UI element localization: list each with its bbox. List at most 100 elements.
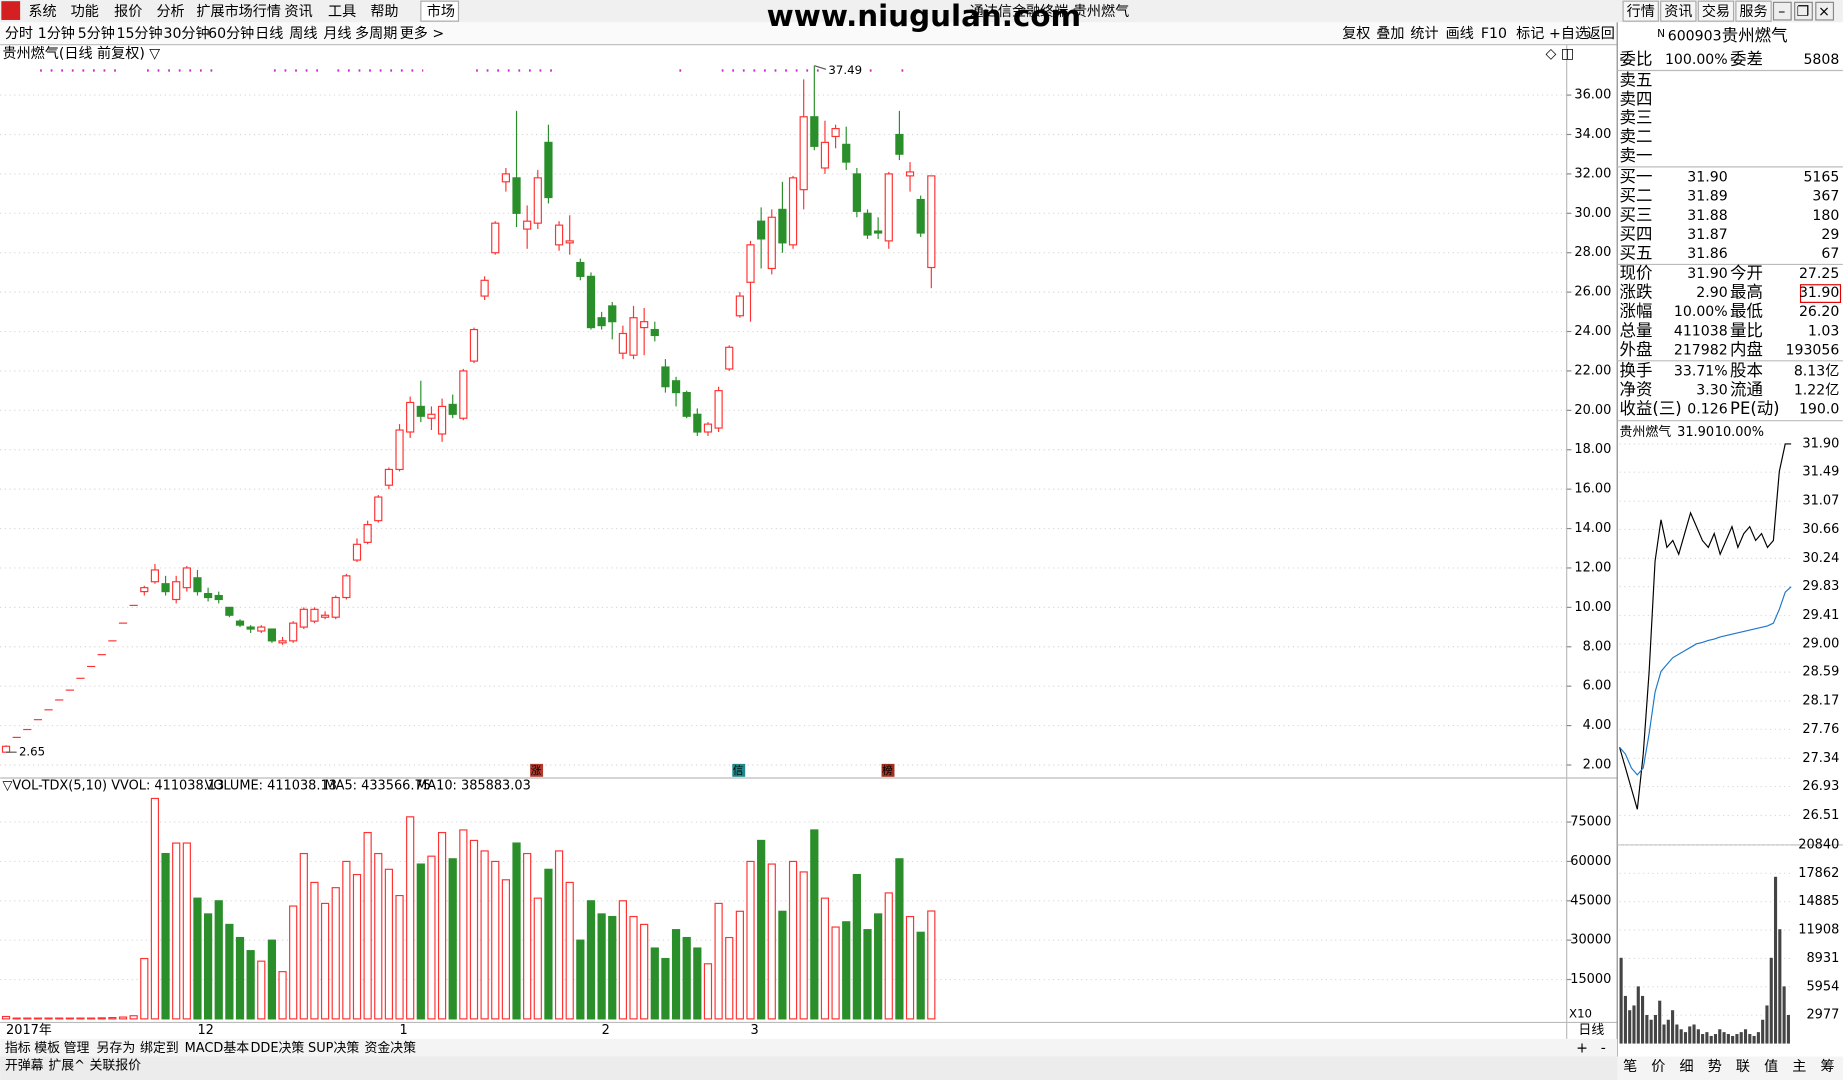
y-tick-label: 28.00 (1574, 245, 1611, 260)
tool-button[interactable]: F10 (1481, 26, 1507, 42)
stock-name: 贵州燃气 (1722, 26, 1788, 45)
zoom-button[interactable]: - (1601, 1040, 1606, 1056)
period-tab[interactable]: 月线 (323, 26, 351, 42)
restore-icon[interactable]: ❐ (1797, 4, 1810, 20)
volume-bar (55, 1017, 64, 1020)
status-item[interactable]: 开弹幕 (5, 1058, 44, 1073)
candle-body (586, 275, 596, 329)
candle-body (820, 141, 830, 169)
period-tab[interactable]: 15分钟 (116, 25, 162, 42)
panel-tab[interactable]: 主 (1792, 1059, 1806, 1075)
y-tick-label: 28.17 (1802, 694, 1839, 709)
candle-body (374, 496, 383, 522)
period-tab[interactable]: 30分钟 (164, 25, 210, 42)
tool-button[interactable]: 叠加 (1376, 26, 1404, 42)
bid-price: 31.86 (1687, 246, 1727, 262)
intraday-volume-bar (1786, 1014, 1790, 1044)
candle-body (650, 328, 659, 337)
volume-bar (512, 842, 521, 1020)
menu-item[interactable]: 分析 (156, 4, 184, 20)
minimize-icon[interactable]: – (1778, 4, 1785, 20)
volume-bar (1, 1015, 11, 1020)
volume-bar (735, 910, 744, 1020)
period-tab[interactable]: 60分钟 (208, 25, 254, 42)
panel-tab[interactable]: 势 (1708, 1059, 1722, 1075)
menu-active[interactable]: 市场 (427, 3, 455, 20)
signal-box (530, 763, 544, 777)
tab-bar (0, 1038, 1618, 1057)
candle-body (895, 133, 904, 155)
window-title: 通达信金融终端 贵州燃气 (970, 3, 1130, 20)
bottom-tab[interactable]: 指标 (5, 1041, 31, 1056)
quote-cell: 100.00% (1665, 52, 1728, 68)
menu-item[interactable]: 功能 (71, 4, 99, 20)
intraday-volume-bar (1675, 1024, 1679, 1044)
y-tick-label: 29.41 (1802, 608, 1839, 623)
panel-tab[interactable]: 联 (1736, 1059, 1750, 1075)
period-tab[interactable]: 更多 > (400, 25, 444, 42)
period-tab[interactable]: 5分钟 (78, 25, 115, 42)
tool-button[interactable]: 统计 (1410, 26, 1438, 42)
status-item[interactable]: 关联报价 (89, 1058, 141, 1073)
volume-bar (852, 873, 861, 1020)
panel-tab[interactable]: 筹 (1821, 1058, 1835, 1075)
menu-item[interactable]: 资讯 (285, 4, 313, 20)
period-tab[interactable]: 日线 (255, 26, 283, 42)
bid-price: 31.90 (1687, 169, 1727, 185)
intraday-volume-bar (1718, 1029, 1722, 1044)
menu-item[interactable]: 系统 (28, 4, 56, 20)
panel-icons[interactable]: ◇ ◫ (1546, 46, 1575, 62)
zoom-button[interactable]: + (1576, 1040, 1588, 1056)
period-tab[interactable]: 1分钟 (38, 25, 75, 42)
panel-tab[interactable]: 价 (1651, 1059, 1665, 1075)
volume-bar (693, 947, 702, 1020)
bottom-tab[interactable]: DDE决策 (250, 1040, 304, 1056)
candle-body (1, 745, 11, 753)
bottom-tab[interactable]: 模板 (34, 1041, 60, 1056)
volume-bar (459, 829, 468, 1020)
y-tick-label: 30.00 (1574, 206, 1611, 221)
tool-button[interactable]: 标记 (1516, 26, 1544, 42)
bottom-tab[interactable]: 管理 (64, 1041, 90, 1056)
intraday-volume-bar (1683, 1032, 1688, 1044)
status-item[interactable]: 扩展^ (48, 1058, 85, 1073)
bottom-tab[interactable]: 绑定到 (140, 1041, 179, 1056)
volume-bar (235, 936, 245, 1020)
close-icon[interactable]: × (1818, 4, 1830, 20)
top-button[interactable]: 资讯 (1664, 4, 1692, 20)
top-button[interactable]: 交易 (1702, 3, 1730, 20)
y-tick-label: 30.66 (1802, 522, 1839, 537)
intraday-volume-bar (1722, 1032, 1726, 1044)
top-button[interactable]: 行情 (1627, 4, 1655, 20)
tool-button[interactable]: 画线 (1446, 26, 1474, 42)
period-tab[interactable]: 分时 (5, 26, 33, 42)
x-tick-label: 2017年 (6, 1023, 52, 1038)
intraday-line (1619, 586, 1792, 776)
menu-item[interactable]: 扩展市场行情 (196, 3, 281, 20)
tool-button[interactable]: 复权 (1342, 25, 1370, 42)
volume-bar (108, 1016, 117, 1020)
panel-tab[interactable]: 笔 (1623, 1059, 1637, 1075)
menu-item[interactable]: 报价 (114, 4, 142, 20)
period-tab[interactable]: 周线 (289, 26, 317, 42)
menu-item[interactable]: 帮助 (370, 4, 398, 20)
candle-body (608, 305, 617, 323)
intraday-volume-bar (1688, 1026, 1692, 1044)
panel-tab[interactable]: 细 (1680, 1059, 1694, 1075)
top-button[interactable]: 服务 (1739, 4, 1767, 20)
candle-body (161, 583, 170, 593)
bottom-tab[interactable]: MACD基本 (185, 1041, 250, 1056)
bottom-tab[interactable]: 资金决策 (364, 1040, 416, 1056)
menu-item[interactable]: 工具 (328, 4, 356, 20)
volume-bar (714, 902, 723, 1020)
bottom-tab[interactable]: SUP决策 (308, 1040, 359, 1056)
volume-bar (597, 913, 606, 1020)
top-button-box (1660, 0, 1697, 22)
tool-button[interactable]: +自选 (1549, 26, 1589, 42)
bottom-tab[interactable]: 另存为 (97, 1041, 136, 1056)
period-tab[interactable]: 多周期 (355, 25, 397, 42)
intraday-volume-bar (1705, 1032, 1709, 1044)
tool-button[interactable]: 返回 (1587, 26, 1615, 42)
panel-tab[interactable]: 值 (1764, 1059, 1778, 1075)
indicator-header: ▽VOL-TDX(5,10) VVOL: 411038.13 (3, 779, 225, 794)
